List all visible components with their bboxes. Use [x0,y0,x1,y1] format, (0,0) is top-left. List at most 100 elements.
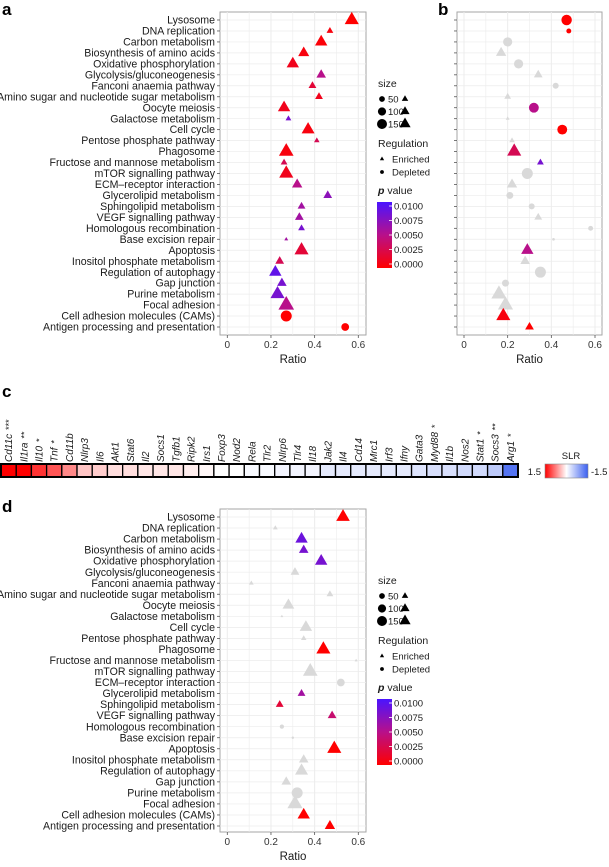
pathway-label: Regulation of autophagy [100,765,216,777]
data-point-fanconi-anaemia-pathway [308,81,317,89]
legend-enriched-triangle [379,653,385,658]
pathway-label: Apoptosis [168,245,215,257]
legend-size-circle [377,107,387,116]
panel-label-c: c [2,382,11,401]
pathway-label: Amino sugar and nucleotide sugar metabol… [0,91,215,103]
heatmap-cell-jak2 [319,463,337,478]
data-point-focal-adhesion [287,795,303,809]
data-point-focal-adhesion [497,296,514,310]
data-point-cell-adhesion-molecules-cams- [496,307,511,321]
gene-label: Foxp3 [217,434,228,462]
heatmap-cell-cd11b [61,463,78,478]
data-point-phagosome [278,143,294,156]
data-point-carbon-metabolism [314,34,328,46]
pathway-label: Galactose metabolism [110,113,215,125]
heatmap-cell-nlrp6 [274,463,291,478]
gene-label: Il2 [141,451,152,462]
pathway-label: Carbon metabolism [123,37,215,49]
colorbar-tick-label: 0.0050 [394,728,423,739]
x-tick-label: 0 [461,340,467,351]
data-point-vegf-signalling-pathway [294,212,304,220]
heatmap-cell-il6 [91,463,109,478]
data-point-regulation-of-autophagy [295,763,309,775]
legend-size-triangle [400,106,410,115]
data-point-gap-junction [502,279,509,287]
pathway-label: Pentose phosphate pathway [81,633,215,645]
legend-size-label: 150 [388,617,404,628]
data-point-base-excision-repair [552,237,555,241]
heatmap: Cd11c*** Il1ra** Il10* Tnf* Cd11b Nlrp3 Il6 Akt… [0,419,607,479]
pathway-label: DNA replication [142,523,215,535]
heatmap-cell-cd14 [350,463,367,478]
pathway-label: Antigen processing and presentation [43,322,215,334]
heatmap-cell-ripk2 [182,463,200,478]
pathway-label: Antigen processing and presentation [43,821,215,833]
pathway-label: Inositol phosphate metabolism [72,256,215,268]
legend-size-circle [377,119,387,129]
legend-size-triangle [399,614,411,625]
data-point-oocyte-meiosis [282,598,295,609]
data-point-amino-sugar-and-nucleotide-sugar-metabolism [326,590,334,597]
data-point-inositol-phosphate-metabolism [298,754,309,763]
pathway-label: Lysosome [167,15,215,27]
data-point-glycerolipid-metabolism [323,190,333,198]
x-tick-label: 0.6 [351,837,365,848]
data-point-dna-replication [566,28,572,34]
data-point-galactose-metabolism [505,116,510,120]
pathway-label: Oxidative phosphorylation [93,58,215,70]
data-point-galactose-metabolism [280,614,284,618]
data-point-vegf-signalling-pathway [327,710,337,719]
colorbar-tick-label: 0.0025 [394,245,423,256]
gene-label: Ifny [399,445,410,462]
legend-size-circle [379,593,385,599]
pathway-label: Lysosome [167,512,215,524]
pathway-label: Galactose metabolism [110,611,215,623]
heatmap-cell-socs3 [486,463,504,478]
legend-size-label: 100 [388,107,404,118]
pathway-label: DNA replication [142,26,215,38]
pathway-label: Glycolysis/gluconeogenesis [85,69,215,81]
heatmap-cell-irs1 [198,463,215,478]
pathway-label: Carbon metabolism [123,534,215,546]
data-point-glycolysis-gluconeogenesis [533,69,543,78]
data-point-base-excision-repair [284,237,289,241]
gene-label: Irf3 [384,447,395,462]
data-point-oxidative-phosphorylation [513,59,524,69]
pathway-label: Glycerolipid metabolism [103,190,216,202]
data-point-purine-metabolism [291,787,303,799]
pathway-label: ECM–receptor interaction [95,677,215,689]
data-point-oocyte-meiosis [528,102,539,113]
data-point-apoptosis [521,243,534,254]
data-point-homologous-recombination [298,224,305,231]
slr-tick-low: -1.5 [591,467,607,478]
gene-label: Gata3 [415,434,426,462]
heatmap-cell-stat6 [121,463,139,478]
gene-label: Socs1 [156,434,167,462]
x-tick-label: 0.2 [501,340,515,351]
heatmap-cell-tlr4 [289,463,306,478]
data-point-sphingolipid-metabolism [528,203,535,210]
pathway-label: Homologous recombination [86,721,215,733]
data-point-carbon-metabolism [503,37,513,47]
pathway-label: Focal adhesion [143,300,215,312]
panel-label-a: a [2,0,12,19]
panel-label-b: b [438,0,448,19]
gene-label: Nod2 [232,438,243,462]
data-point-oxidative-phosphorylation [286,56,299,68]
gene-label: Tlr4 [293,444,304,462]
legend-p-value-title: p value [377,185,413,197]
heatmap-cell-gata3 [410,463,428,478]
gene-label: Rela [247,441,258,462]
data-point-apoptosis [327,740,342,753]
pathway-label: Regulation of autophagy [100,267,216,279]
data-point-phagosome [316,641,331,654]
heatmap-cell-irf3 [380,463,398,478]
gene-label: Nos2 [460,438,471,462]
pathway-label: Oocyte meiosis [143,102,215,114]
data-point-amino-sugar-and-nucleotide-sugar-metabolism [315,92,323,100]
gene-label: Tnf* [50,440,61,462]
legend-regulation-title: Regulation [378,635,428,647]
pathway-label: Phagosome [158,644,215,656]
